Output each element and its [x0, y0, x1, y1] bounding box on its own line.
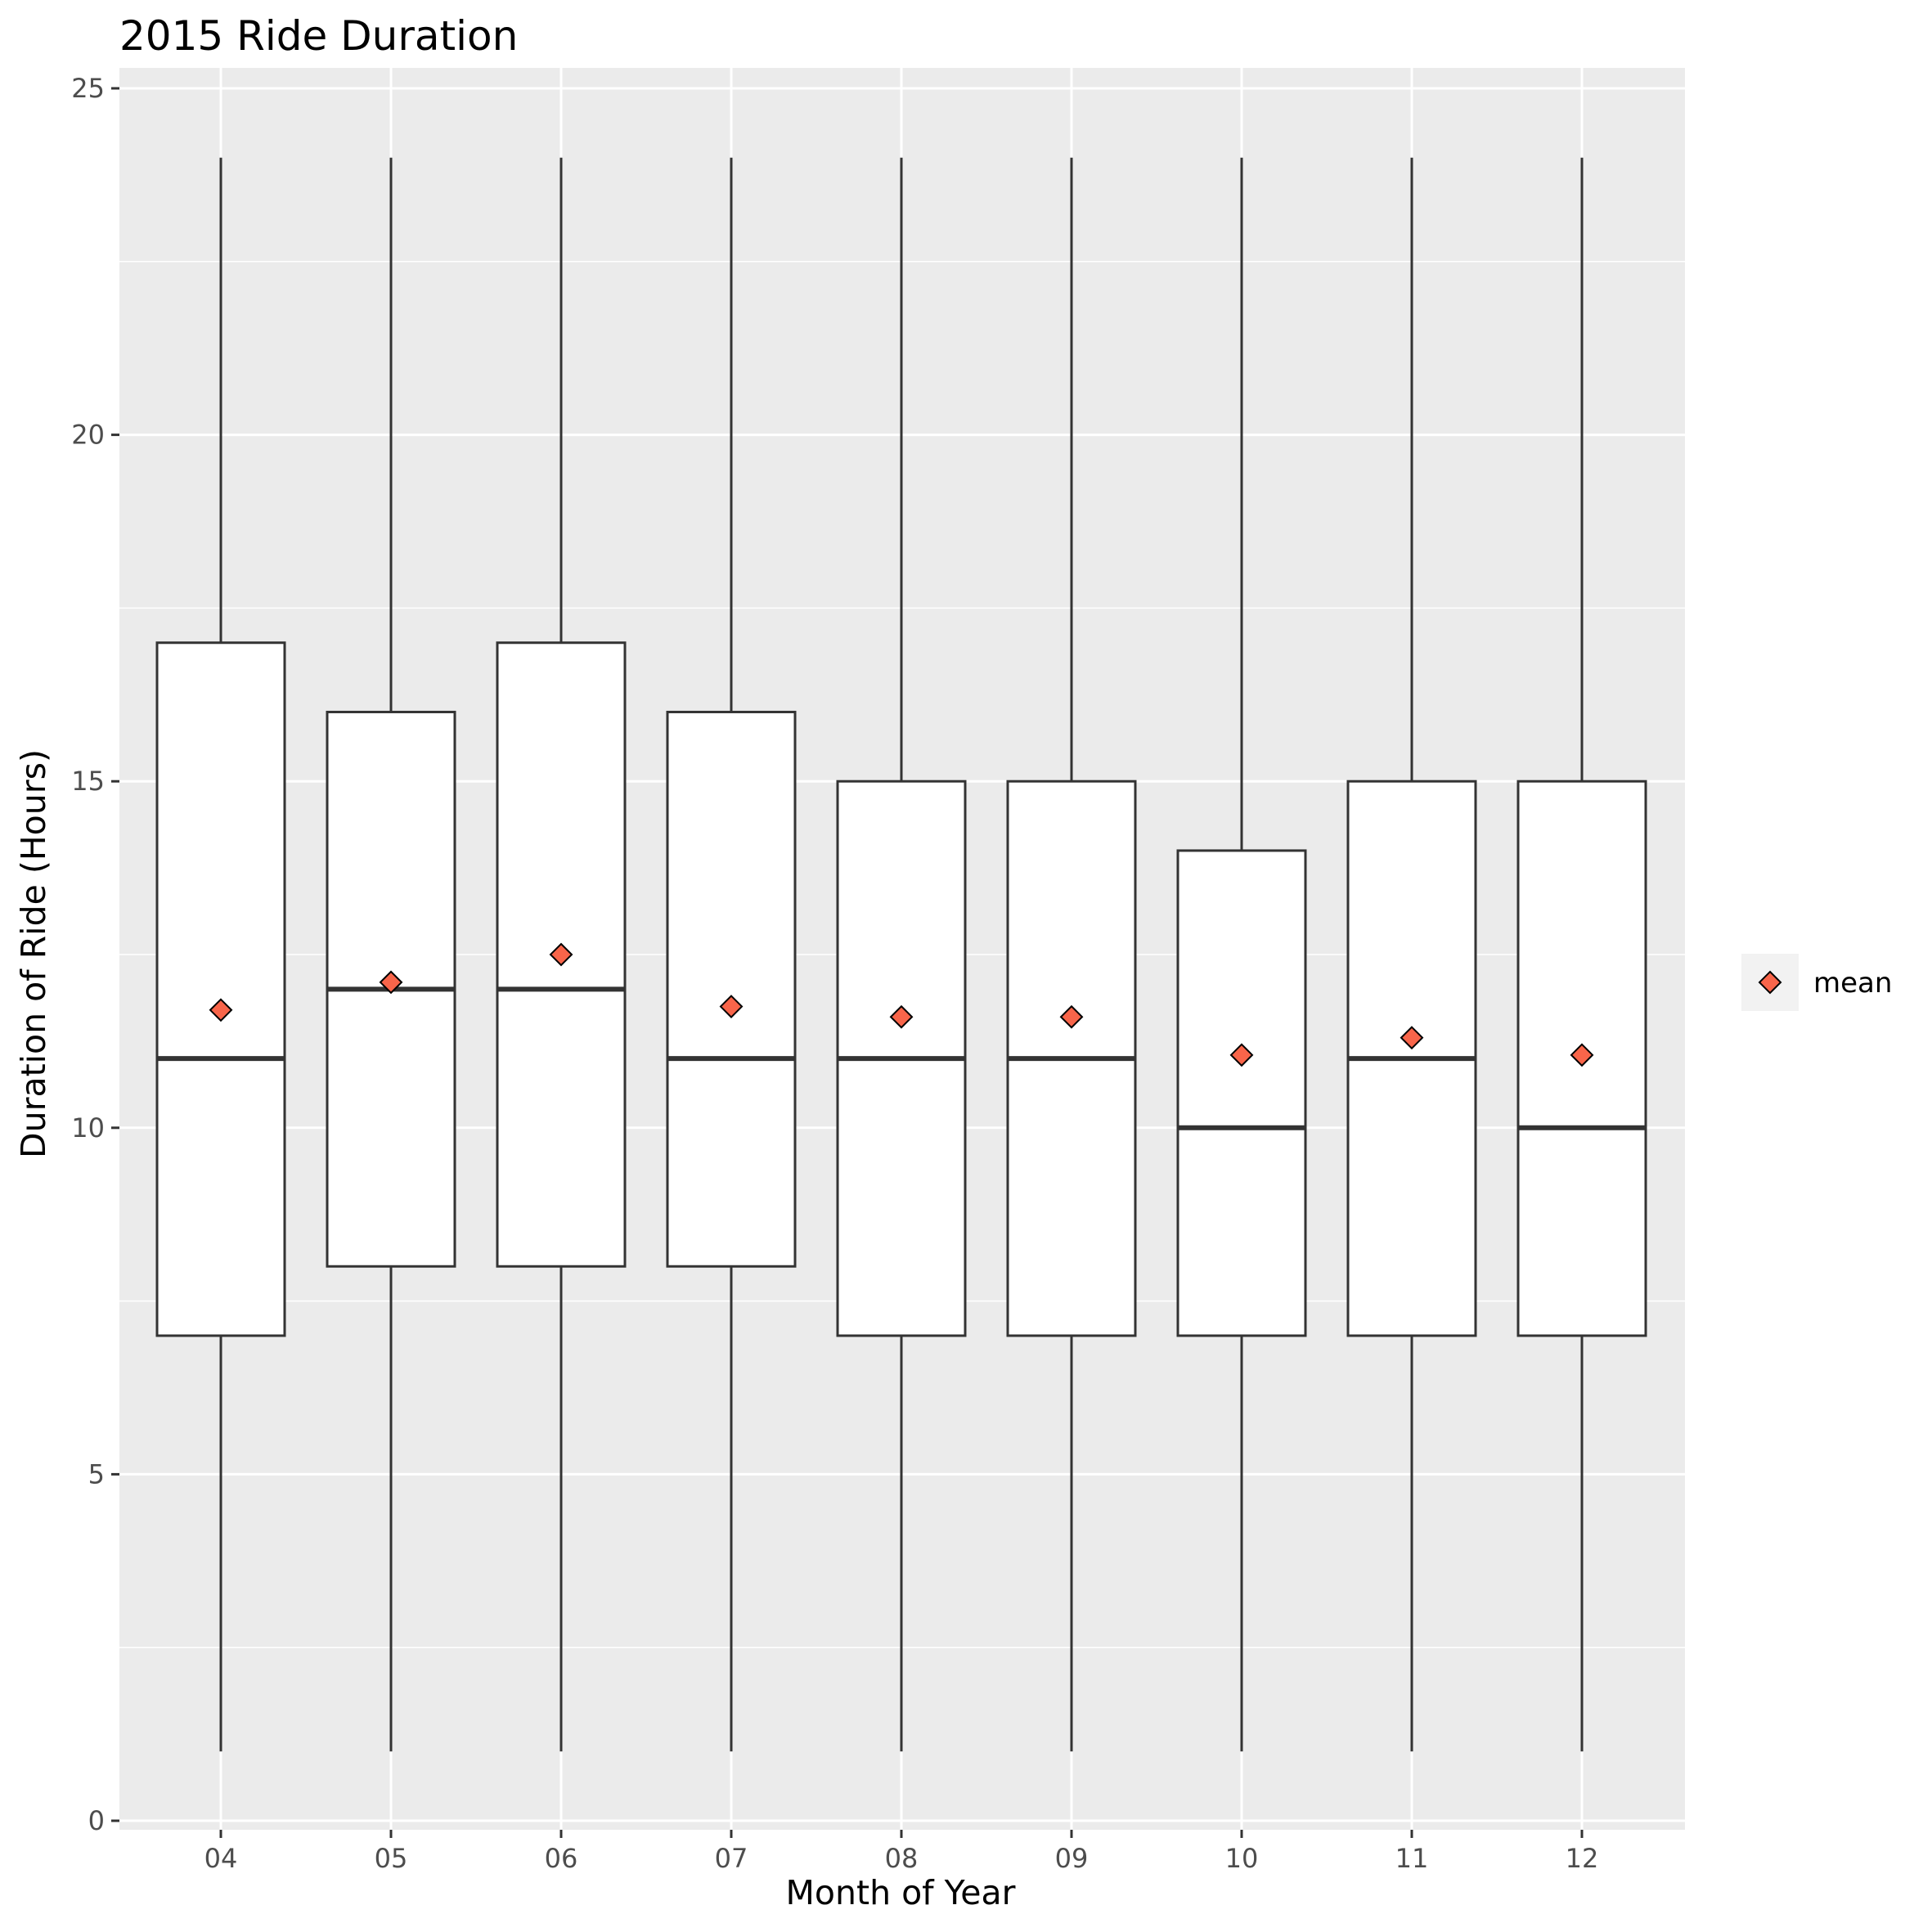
y-tick-label: 20	[71, 420, 105, 451]
y-tick-label: 15	[71, 766, 105, 797]
legend: mean	[1741, 954, 1892, 1011]
x-tick-label: 04	[204, 1843, 238, 1874]
y-tick-label: 10	[71, 1112, 105, 1143]
y-tick-label: 5	[88, 1458, 105, 1489]
y-tick-label: 0	[88, 1805, 105, 1836]
mean-points	[209, 942, 1594, 1067]
x-tick-label: 07	[715, 1843, 748, 1874]
mean-point-04	[209, 998, 233, 1022]
x-axis-title: Month of Year	[786, 1873, 1016, 1912]
legend-mean-diamond	[1758, 970, 1782, 995]
mean-point-05	[379, 970, 403, 995]
x-tick-label: 11	[1395, 1843, 1429, 1874]
box-iqr	[155, 641, 286, 1337]
box-09	[1006, 157, 1137, 1752]
legend-label-mean: mean	[1813, 967, 1892, 1000]
box-iqr	[1176, 849, 1307, 1337]
chart-title: 2015 Ride Duration	[119, 12, 518, 60]
box-11	[1346, 157, 1477, 1752]
y-axis-title: Duration of Ride (Hours)	[14, 749, 53, 1158]
mean-point-07	[719, 995, 744, 1018]
y-tick-label: 25	[71, 73, 105, 104]
mean-point-12	[1570, 1043, 1594, 1067]
box-04	[155, 157, 286, 1752]
x-tick-label: 06	[545, 1843, 578, 1874]
x-tick-label: 09	[1055, 1843, 1089, 1874]
mean-point-09	[1059, 1004, 1084, 1029]
x-tick-label: 08	[885, 1843, 919, 1874]
mean-point-10	[1229, 1043, 1254, 1067]
box-12	[1516, 157, 1647, 1752]
box-iqr	[666, 710, 797, 1268]
box-07	[666, 157, 797, 1752]
mean-point-11	[1400, 1026, 1424, 1050]
x-tick-label: 10	[1225, 1843, 1259, 1874]
x-tick-label: 12	[1566, 1843, 1599, 1874]
box-08	[836, 157, 967, 1752]
mean-point-08	[889, 1004, 914, 1029]
x-tick-label: 05	[375, 1843, 408, 1874]
mean-point-06	[549, 942, 573, 967]
box-10	[1176, 157, 1307, 1752]
